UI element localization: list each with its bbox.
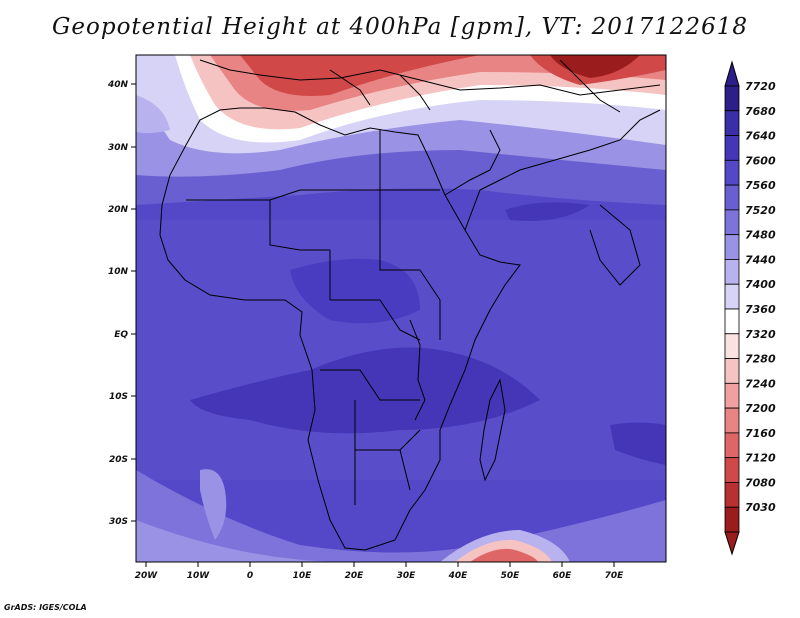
colorbar-swatch	[724, 184, 740, 211]
colorbar-level-label: 7200	[745, 402, 776, 415]
colorbar-level-label: 7560	[745, 179, 776, 192]
y-tick-label: 30N	[108, 143, 129, 153]
colorbar-swatch	[724, 234, 740, 260]
y-tick-label: 30S	[109, 517, 128, 527]
colorbar-swatch	[724, 135, 740, 161]
x-tick-label: 30E	[397, 571, 417, 581]
y-tick-label: EQ	[114, 330, 128, 340]
colorbar-level-label: 7440	[745, 253, 776, 266]
colorbar-swatch	[724, 308, 740, 335]
y-tick-label: 20S	[109, 455, 128, 465]
colorbar-swatch	[724, 506, 740, 533]
colorbar-level-label: 7120	[745, 452, 776, 465]
plot-frame	[135, 54, 667, 563]
colorbar-level-label: 7080	[745, 476, 776, 489]
x-tick-label: 10E	[293, 571, 313, 581]
colorbar-swatch	[724, 407, 740, 434]
colorbar-swatch	[724, 159, 740, 186]
colorbar-swatch	[724, 85, 740, 112]
x-tick-label: 70E	[605, 571, 625, 581]
colorbar-level-label: 7520	[745, 204, 776, 217]
x-tick-label: 20E	[345, 571, 365, 581]
colorbar-level-label: 7400	[745, 278, 776, 291]
y-tick-label: 10N	[108, 267, 129, 277]
colorbar-max-arrow	[724, 60, 740, 87]
height-field	[136, 55, 666, 562]
coastlines	[159, 59, 661, 551]
colorbar-swatch	[724, 333, 740, 359]
colorbar-level-label: 7160	[745, 427, 776, 440]
y-tick-label: 10S	[109, 392, 128, 402]
y-axis: 40N 30N 20N 10N EQ 10S 20S 30S	[107, 80, 136, 527]
x-tick-label: 60E	[553, 571, 573, 581]
colorbar-level-label: 7720	[745, 80, 776, 93]
x-tick-label: 50E	[501, 571, 521, 581]
y-tick-label: 40N	[107, 80, 129, 90]
colorbar-swatch	[724, 259, 740, 285]
colorbar-level-label: 7320	[745, 328, 776, 341]
colorbar-level-label: 7600	[745, 154, 776, 167]
x-tick-label: 0	[247, 571, 253, 581]
colorbar-swatch	[724, 482, 740, 508]
colorbar-level-label: 7240	[745, 377, 776, 390]
colorbar: 7720 7680 7640 7600 7560 7520 7480 7440 7400 7360…	[724, 60, 776, 556]
colorbar-level-label: 7030	[745, 501, 776, 514]
x-axis: 20W 10W 0 10E 20E 30E 40E 50E 60E 70E	[135, 562, 624, 581]
colorbar-swatch	[724, 209, 740, 236]
y-tick-label: 20N	[108, 205, 129, 215]
x-tick-label: 10W	[187, 571, 211, 581]
credit-text: GrADS: IGES/COLA	[4, 603, 87, 612]
colorbar-level-label: 7280	[745, 353, 776, 366]
colorbar-level-label: 7680	[745, 105, 776, 118]
colorbar-level-label: 7640	[745, 130, 776, 143]
colorbar-level-label: 7360	[745, 303, 776, 316]
colorbar-swatch	[724, 283, 740, 310]
x-tick-label: 20W	[135, 571, 159, 581]
colorbar-level-label: 7480	[745, 229, 776, 242]
colorbar-swatch	[724, 382, 740, 409]
colorbar-swatch	[724, 358, 740, 384]
colorbar-swatch	[724, 110, 740, 136]
colorbar-swatch	[724, 432, 740, 459]
colorbar-min-arrow	[724, 531, 740, 556]
colorbar-swatch	[724, 457, 740, 483]
chart-title: Geopotential Height at 400hPa [gpm], VT:…	[52, 14, 748, 40]
x-tick-label: 40E	[448, 571, 469, 581]
